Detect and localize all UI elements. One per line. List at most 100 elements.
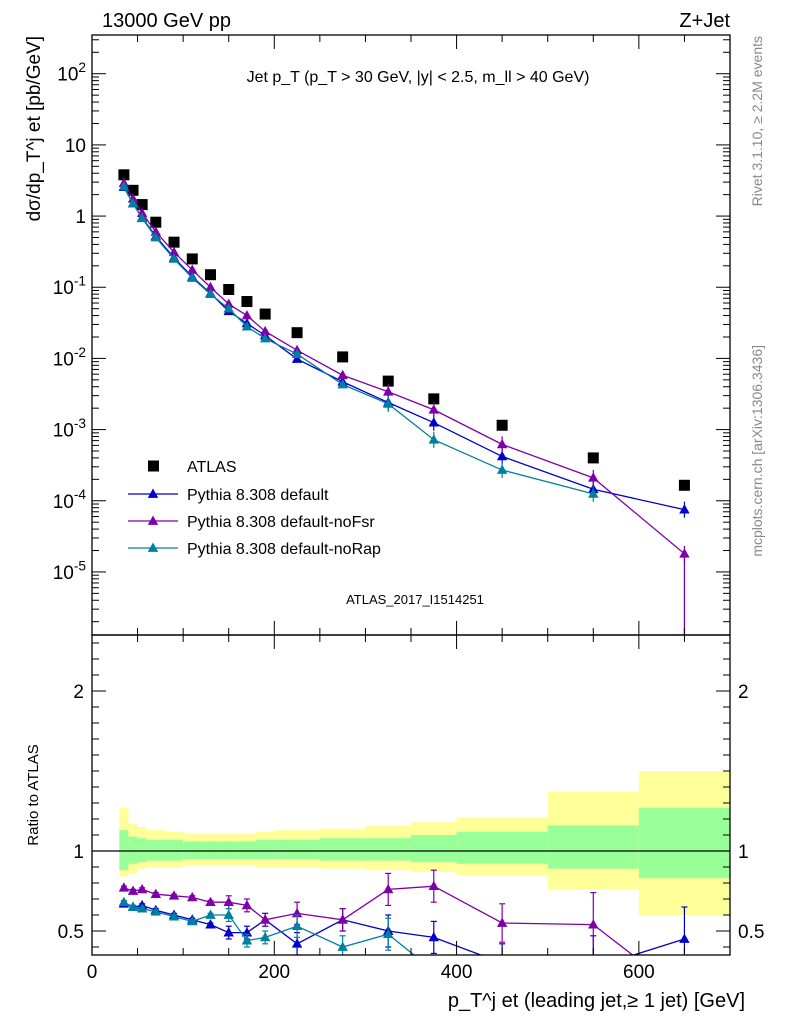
side-text-top: Rivet 3.1.10, ≥ 2.2M events [749,36,765,206]
uncertainty-band-inner [256,839,275,859]
ratio-point [496,917,508,927]
data-point [241,296,253,308]
y-tick-label: 10-5 [53,558,87,584]
ratio-y-tick-label: 0.5 [58,922,84,943]
ratio-y-tick-label: 1 [73,842,84,863]
data-point [241,310,253,320]
data-point [204,269,216,281]
data-point [291,327,303,339]
uncertainty-band-inner [411,835,457,863]
ratio-point [187,915,198,926]
data-point [168,246,180,257]
uncertainty-band-inner [137,838,147,863]
x-tick-label: 200 [258,962,290,983]
ratio-point [428,931,440,942]
data-point [428,393,440,405]
legend-label: Pythia 8.308 default [187,487,329,504]
data-point [136,212,148,223]
y-tick-label: 10-2 [53,345,86,371]
y-tick-label: 10-4 [53,487,87,513]
data-point [118,169,130,181]
uncertainty-band-inner [128,836,138,864]
legend-label: Pythia 8.308 default-noFsr [187,514,375,531]
uncertainty-band-inner [201,841,220,859]
data-point [168,236,180,248]
uncertainty-band-inner [119,830,129,871]
ratio-point [259,931,271,942]
y-tick-label: 102 [57,60,86,86]
uncertainty-band-inner [219,841,238,859]
data-point [205,288,216,298]
ratio-point [136,883,148,894]
data-point [382,398,394,408]
data-point [337,379,348,389]
uncertainty-band-inner [183,841,202,859]
ratio-point [382,883,394,894]
ratio-point [337,914,348,924]
data-point [679,548,690,558]
uncertainty-band-inner [365,838,411,861]
uncertainty-band-inner [274,839,320,859]
ratio-y-tick-label: 2 [73,682,84,703]
ratio-point [205,909,216,919]
ratio-point [168,890,180,900]
ratio-point [127,885,139,895]
x-tick-label: 400 [441,962,473,983]
legend-marker [147,488,159,498]
data-point [496,464,508,474]
uncertainty-band-inner [638,807,730,879]
data-point [187,272,198,282]
ratio-point [187,891,198,902]
ratio-point [136,903,148,913]
ratio-point [382,928,394,939]
uncertainty-band-inner [319,838,366,861]
ratio-point [337,941,348,951]
ratio-point [241,899,253,910]
data-point [118,181,130,191]
x-tick-label: 600 [623,962,655,983]
ratio-y-tick-label: 0.5 [738,922,764,943]
ratio-point [588,919,599,929]
ratio-y-tick-label: 2 [738,682,749,703]
ratio-point [291,920,303,931]
data-point [337,351,349,363]
series-line [123,182,686,635]
data-point [259,333,271,343]
x-axis-label: p_T^j et (leading jet,≥ 1 jet) [GeV] [448,990,745,1012]
ratio-point [150,906,162,916]
ratio-point [118,882,130,892]
ratio-point [241,935,253,945]
data-point [291,353,303,363]
data-point [259,325,271,336]
ratio-point [679,933,690,943]
data-point [291,348,303,358]
legend-label: ATLAS [187,459,237,476]
ratio-panel: 0.5 0.5 1 1 2 2 0 200 400 600 Ratio to ATLAS p_T^… [25,634,764,1012]
legend-marker [148,460,159,472]
ratio-point [429,966,439,975]
data-point [382,375,394,387]
ratio-point [223,896,234,907]
data-point [223,283,235,295]
main-title: Jet p_T (p_T > 30 GeV, |y| < 2.5, m_ll >… [247,69,590,86]
watermark: ATLAS_2017_I1514251 [346,592,484,607]
legend-marker [147,515,159,525]
data-point [150,216,162,228]
data-point [588,472,599,482]
uncertainty-band-inner [146,839,165,861]
legend-label: Pythia 8.308 default-noRap [187,541,381,558]
data-point [496,450,508,461]
data-point [205,281,216,292]
data-point [259,308,271,320]
data-point [337,369,348,380]
legend: ATLAS Pythia 8.308 default Pythia 8.308 de… [128,459,381,558]
ratio-point [223,909,234,919]
data-point [223,303,234,313]
y-tick-label: 1 [75,207,86,228]
ratio-y-tick-label: 1 [738,842,749,863]
uncertainty-band-inner [547,825,639,869]
data-point [428,417,440,427]
uncertainty-band-inner [237,841,257,859]
y-tick-label: 10-1 [53,274,86,300]
